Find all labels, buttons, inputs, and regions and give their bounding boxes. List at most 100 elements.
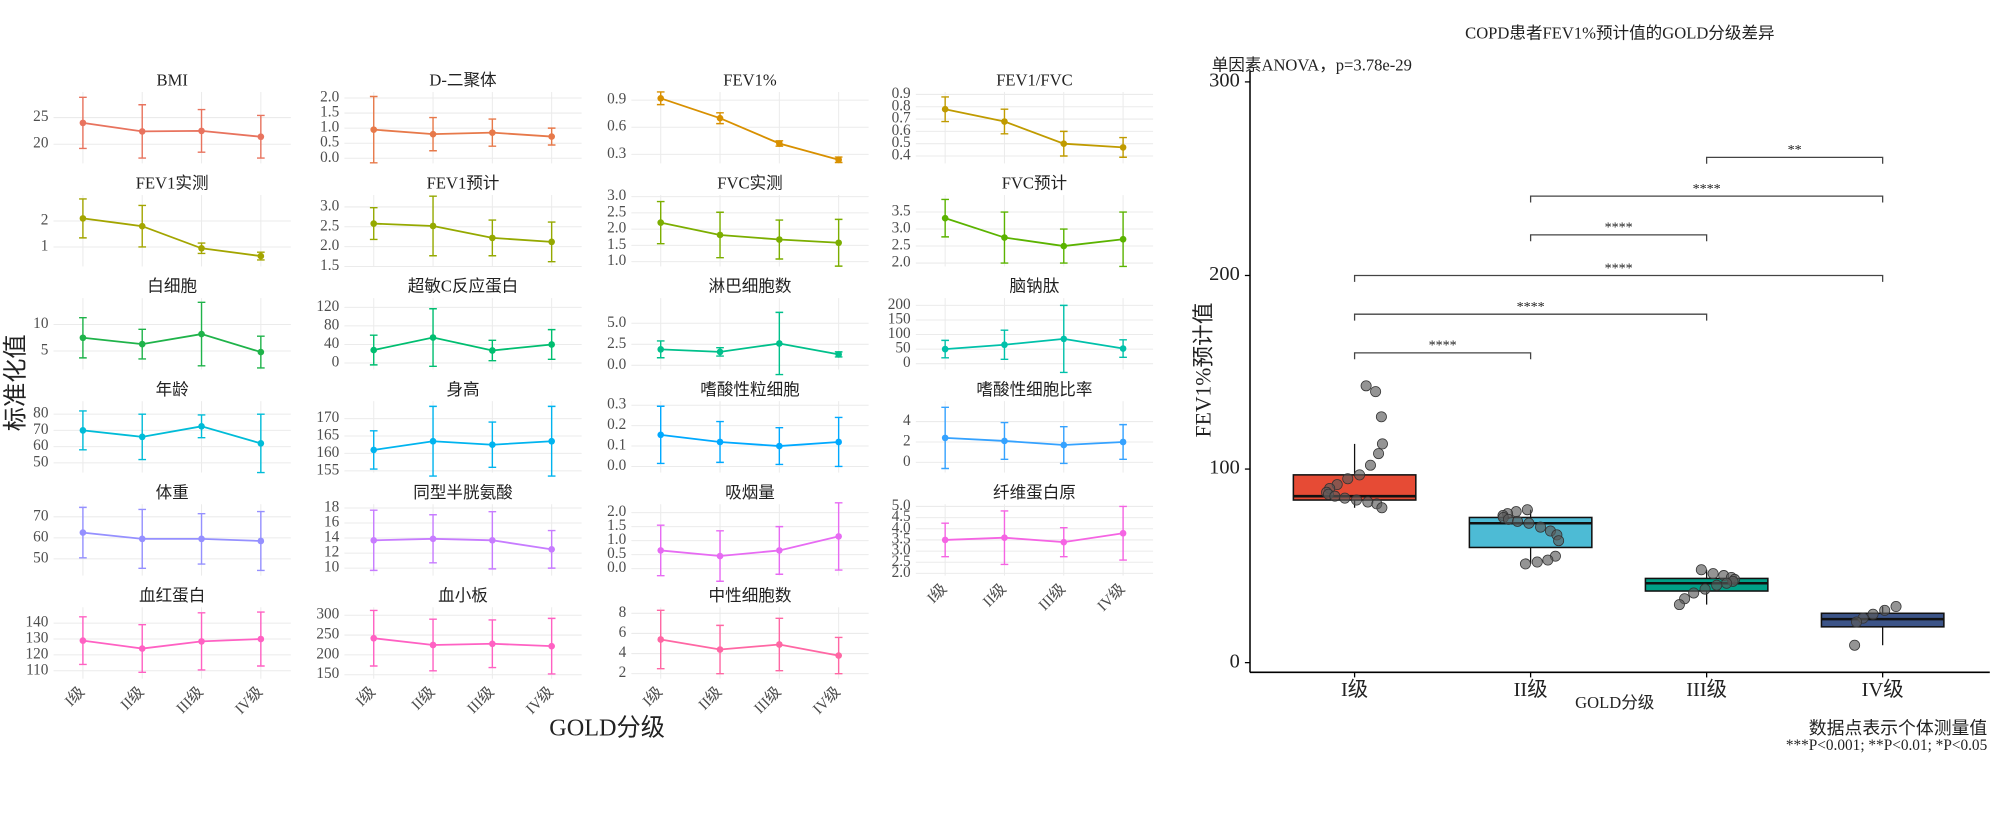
series-line xyxy=(82,425,262,445)
point xyxy=(776,641,783,648)
point xyxy=(835,239,842,247)
panel-title: 嗜酸性粒细胞 xyxy=(700,380,799,399)
point xyxy=(941,536,949,544)
point xyxy=(548,642,555,650)
jitter-point xyxy=(1360,380,1372,392)
y-tick-label: 1.0 xyxy=(607,531,626,548)
y-tick-label: 2.0 xyxy=(892,564,911,581)
point xyxy=(1001,234,1008,241)
point xyxy=(198,422,205,430)
y-tick-label: 4 xyxy=(903,412,911,429)
point xyxy=(79,637,87,644)
jitter-point xyxy=(1342,473,1354,485)
panel-title: 年龄 xyxy=(156,380,190,399)
y-tick-label: 100 xyxy=(1209,457,1240,479)
point xyxy=(138,222,146,230)
point xyxy=(138,645,146,652)
panel-title: FEV1% xyxy=(723,71,777,90)
y-tick-label: 1.5 xyxy=(320,257,339,274)
jitter-point xyxy=(1375,411,1387,423)
y-tick-label: 8 xyxy=(619,604,627,621)
y-tick-label: 0 xyxy=(903,354,911,371)
jitter-point xyxy=(1699,583,1711,595)
panel-title: 血红蛋白 xyxy=(139,586,205,605)
y-tick-label: 60 xyxy=(33,437,49,454)
y-axis-label: FEV1%预计值 xyxy=(1191,303,1215,438)
y-tick-label: 50 xyxy=(33,549,49,566)
point xyxy=(79,119,87,127)
point xyxy=(429,222,437,230)
y-tick-label: 0.5 xyxy=(892,134,911,151)
y-tick-label: 0.8 xyxy=(892,97,911,114)
point xyxy=(776,547,783,554)
point xyxy=(716,646,724,653)
jitter-point xyxy=(1553,535,1565,547)
point xyxy=(835,652,842,659)
y-tick-label: 16 xyxy=(324,514,340,531)
y-tick-label: 2.5 xyxy=(607,203,626,220)
panel-grid-y-label: 标准化值 xyxy=(2,334,29,431)
x-tick-label: III级 xyxy=(1686,678,1727,701)
y-tick-label: 120 xyxy=(316,298,339,315)
point xyxy=(776,236,783,243)
point xyxy=(835,438,842,446)
y-tick-label: 2 xyxy=(903,432,911,449)
panel-title: 同型半胱氨酸 xyxy=(413,483,513,502)
point xyxy=(370,536,378,544)
panel-title: 纤维蛋白原 xyxy=(993,483,1076,502)
point xyxy=(548,133,555,140)
y-tick-label: 165 xyxy=(316,427,339,444)
significance-label: ** xyxy=(1788,142,1802,158)
y-tick-label: 200 xyxy=(1209,263,1240,285)
point xyxy=(776,140,783,147)
significance-label: **** xyxy=(1429,338,1457,354)
point xyxy=(370,220,378,227)
series-line xyxy=(945,436,1124,446)
y-tick-label: 70 xyxy=(33,507,49,524)
point xyxy=(429,535,437,543)
series-line xyxy=(373,222,552,243)
y-tick-label: 0.3 xyxy=(607,145,626,162)
y-tick-label: 0.1 xyxy=(607,437,626,454)
jitter-point xyxy=(1519,558,1531,570)
jitter-point xyxy=(1531,556,1543,568)
y-tick-label: 0.0 xyxy=(607,457,626,474)
jitter-point xyxy=(1542,554,1554,566)
point xyxy=(489,640,496,648)
point xyxy=(138,340,146,348)
y-tick-label: 130 xyxy=(26,630,49,647)
point xyxy=(489,536,496,544)
point xyxy=(370,126,378,133)
y-tick-label: 0.9 xyxy=(607,91,626,108)
point xyxy=(1060,140,1068,148)
series-line xyxy=(373,128,552,138)
significance-bracket xyxy=(1529,195,1884,203)
y-tick-label: 170 xyxy=(316,409,339,426)
series-line xyxy=(373,637,552,648)
series-line xyxy=(82,333,262,353)
point xyxy=(79,529,87,536)
point xyxy=(429,334,437,341)
series-line xyxy=(373,537,552,551)
point xyxy=(79,427,87,434)
point xyxy=(716,231,724,239)
y-tick-label: 1 xyxy=(41,237,49,254)
point xyxy=(1060,335,1068,343)
series-line xyxy=(660,433,839,447)
series-line xyxy=(82,217,261,257)
point xyxy=(489,347,496,354)
jitter-point xyxy=(1721,577,1733,589)
y-tick-label: 80 xyxy=(33,405,49,422)
jitter-point xyxy=(1376,438,1388,450)
panel-title: 中性细胞数 xyxy=(709,586,792,605)
point xyxy=(657,636,665,643)
y-tick-label: 2.0 xyxy=(892,254,911,271)
panel-grid-x-label: GOLD分级 xyxy=(549,714,665,741)
point xyxy=(1119,345,1127,352)
point xyxy=(657,219,665,226)
y-tick-label: 110 xyxy=(26,661,49,678)
series-line xyxy=(660,97,839,161)
point xyxy=(941,345,949,353)
y-tick-label: 160 xyxy=(316,444,339,461)
